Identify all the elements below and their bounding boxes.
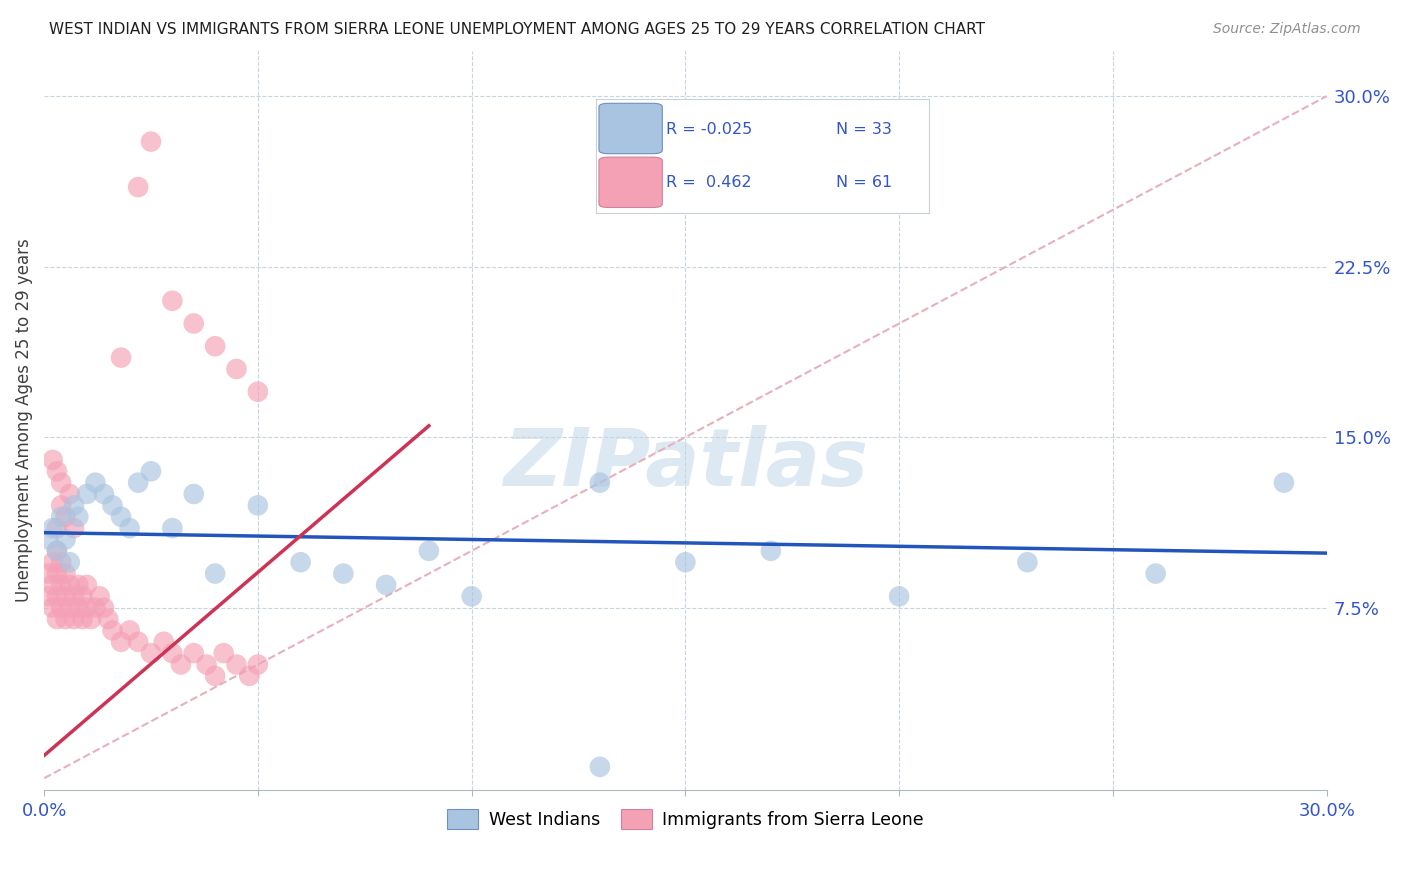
Point bbox=[51, 509, 73, 524]
Point bbox=[183, 646, 205, 660]
Point bbox=[375, 578, 398, 592]
Point bbox=[84, 600, 107, 615]
Point bbox=[45, 566, 67, 581]
Point bbox=[93, 600, 115, 615]
Point bbox=[1017, 555, 1039, 569]
Text: Source: ZipAtlas.com: Source: ZipAtlas.com bbox=[1213, 22, 1361, 37]
Point bbox=[246, 657, 269, 672]
Point bbox=[1272, 475, 1295, 490]
Point bbox=[55, 566, 77, 581]
Point bbox=[110, 509, 132, 524]
Text: WEST INDIAN VS IMMIGRANTS FROM SIERRA LEONE UNEMPLOYMENT AMONG AGES 25 TO 29 YEA: WEST INDIAN VS IMMIGRANTS FROM SIERRA LE… bbox=[49, 22, 986, 37]
Point bbox=[118, 624, 141, 638]
Point bbox=[139, 464, 162, 478]
Point bbox=[41, 555, 63, 569]
Point bbox=[45, 544, 67, 558]
Point bbox=[153, 634, 176, 648]
Point bbox=[204, 669, 226, 683]
Point bbox=[889, 590, 911, 604]
Point bbox=[63, 521, 86, 535]
Point bbox=[51, 499, 73, 513]
Point bbox=[332, 566, 354, 581]
Point bbox=[51, 600, 73, 615]
Point bbox=[97, 612, 120, 626]
Point bbox=[127, 634, 149, 648]
Point bbox=[162, 646, 184, 660]
Point bbox=[37, 590, 59, 604]
Point bbox=[212, 646, 235, 660]
Point bbox=[139, 135, 162, 149]
Point bbox=[37, 533, 59, 547]
Point bbox=[51, 555, 73, 569]
Point bbox=[45, 521, 67, 535]
Point bbox=[246, 384, 269, 399]
Point bbox=[101, 499, 124, 513]
Point bbox=[170, 657, 193, 672]
Point bbox=[67, 509, 90, 524]
Point bbox=[118, 521, 141, 535]
Point bbox=[37, 566, 59, 581]
Point bbox=[225, 657, 247, 672]
Point bbox=[41, 453, 63, 467]
Point bbox=[89, 590, 111, 604]
Point bbox=[51, 578, 73, 592]
Point bbox=[55, 509, 77, 524]
Point bbox=[589, 475, 612, 490]
Point bbox=[76, 578, 98, 592]
Point bbox=[72, 590, 94, 604]
Point bbox=[110, 634, 132, 648]
Point bbox=[225, 362, 247, 376]
Point bbox=[41, 600, 63, 615]
Point bbox=[41, 521, 63, 535]
Point bbox=[45, 464, 67, 478]
Point bbox=[45, 590, 67, 604]
Point bbox=[76, 600, 98, 615]
Point bbox=[63, 612, 86, 626]
Point bbox=[139, 646, 162, 660]
Point bbox=[110, 351, 132, 365]
Point bbox=[759, 544, 782, 558]
Point bbox=[183, 317, 205, 331]
Point bbox=[290, 555, 312, 569]
Y-axis label: Unemployment Among Ages 25 to 29 years: Unemployment Among Ages 25 to 29 years bbox=[15, 238, 32, 602]
Point bbox=[204, 339, 226, 353]
Point bbox=[59, 600, 82, 615]
Point bbox=[673, 555, 696, 569]
Point bbox=[59, 487, 82, 501]
Point bbox=[162, 521, 184, 535]
Point bbox=[41, 578, 63, 592]
Point bbox=[45, 544, 67, 558]
Point bbox=[589, 760, 612, 774]
Point bbox=[67, 578, 90, 592]
Point bbox=[127, 180, 149, 194]
Legend: West Indians, Immigrants from Sierra Leone: West Indians, Immigrants from Sierra Leo… bbox=[440, 803, 931, 837]
Point bbox=[45, 612, 67, 626]
Point bbox=[101, 624, 124, 638]
Point bbox=[162, 293, 184, 308]
Point bbox=[76, 487, 98, 501]
Point bbox=[55, 533, 77, 547]
Text: ZIPatlas: ZIPatlas bbox=[503, 425, 868, 503]
Point bbox=[195, 657, 218, 672]
Point bbox=[1144, 566, 1167, 581]
Point bbox=[72, 612, 94, 626]
Point bbox=[55, 612, 77, 626]
Point bbox=[127, 475, 149, 490]
Point bbox=[183, 487, 205, 501]
Point bbox=[51, 475, 73, 490]
Point bbox=[418, 544, 440, 558]
Point bbox=[63, 590, 86, 604]
Point bbox=[55, 590, 77, 604]
Point bbox=[246, 499, 269, 513]
Point bbox=[84, 475, 107, 490]
Point bbox=[63, 499, 86, 513]
Point bbox=[59, 555, 82, 569]
Point bbox=[80, 612, 103, 626]
Point bbox=[204, 566, 226, 581]
Point bbox=[67, 600, 90, 615]
Point bbox=[238, 669, 260, 683]
Point bbox=[460, 590, 482, 604]
Point bbox=[59, 578, 82, 592]
Point bbox=[93, 487, 115, 501]
